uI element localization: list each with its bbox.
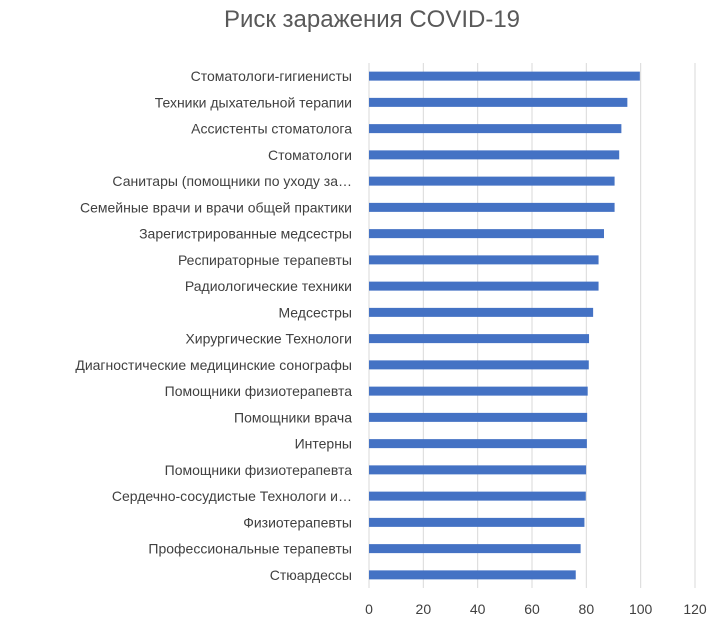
category-label: Сердечно-сосудистые Технологи и…	[112, 488, 352, 504]
category-label: Диагностические медицинские сонографы	[75, 357, 352, 373]
bar	[369, 124, 622, 134]
bar	[369, 360, 589, 370]
category-label: Помощники врача	[234, 409, 352, 425]
category-label: Профессиональные терапевты	[148, 541, 352, 557]
bar	[369, 465, 587, 475]
category-label: Техники дыхательной терапии	[155, 94, 352, 110]
category-label: Семейные врачи и врачи общей практики	[80, 199, 352, 215]
bar	[369, 150, 620, 160]
x-tick-label: 0	[365, 601, 373, 617]
x-tick-label: 60	[524, 601, 540, 617]
x-tick-label: 20	[416, 601, 432, 617]
category-label: Ассистенты стоматолога	[191, 121, 352, 137]
bar	[369, 202, 615, 212]
bar	[369, 229, 604, 239]
category-label: Физиотерапевты	[243, 514, 352, 530]
category-label: Помощники физиотерапевта	[165, 462, 353, 478]
x-tick-label: 40	[470, 601, 486, 617]
bar	[369, 412, 588, 422]
bar	[369, 570, 576, 580]
bar	[369, 386, 588, 396]
category-labels: Стоматологи-гигиенисты Техники дыхательно…	[75, 68, 352, 583]
bar	[369, 307, 594, 317]
bar	[369, 517, 585, 527]
x-tick-label: 120	[683, 601, 707, 617]
bar	[369, 491, 586, 501]
category-label: Стоматологи	[268, 147, 352, 163]
bar	[369, 281, 599, 291]
category-label: Санитары (помощники по уходу за…	[112, 173, 352, 189]
bar	[369, 97, 628, 107]
chart-title: Риск заражения COVID-19	[223, 6, 521, 33]
bars	[369, 71, 640, 580]
category-label: Стоматологи-гигиенисты	[191, 68, 352, 84]
x-axis-tick-labels: 0 20 40 60 80 100 120	[365, 601, 707, 617]
bar	[369, 334, 590, 344]
category-label: Радиологические техники	[185, 278, 352, 294]
bar	[369, 71, 640, 81]
category-label: Стюардессы	[270, 567, 352, 583]
category-label: Респираторные терапевты	[178, 252, 352, 268]
grid-lines	[368, 63, 696, 588]
category-label: Хирургические Технологи	[185, 331, 352, 347]
x-tick-label: 80	[579, 601, 595, 617]
bar	[369, 544, 581, 554]
category-label: Зарегистрированные медсестры	[139, 226, 352, 242]
x-tick-label: 100	[629, 601, 653, 617]
category-label: Интерны	[295, 436, 352, 452]
bar	[369, 176, 615, 186]
bar	[369, 255, 599, 265]
bar	[369, 439, 587, 449]
category-label: Помощники физиотерапевта	[165, 383, 353, 399]
category-label: Медсестры	[278, 304, 352, 320]
